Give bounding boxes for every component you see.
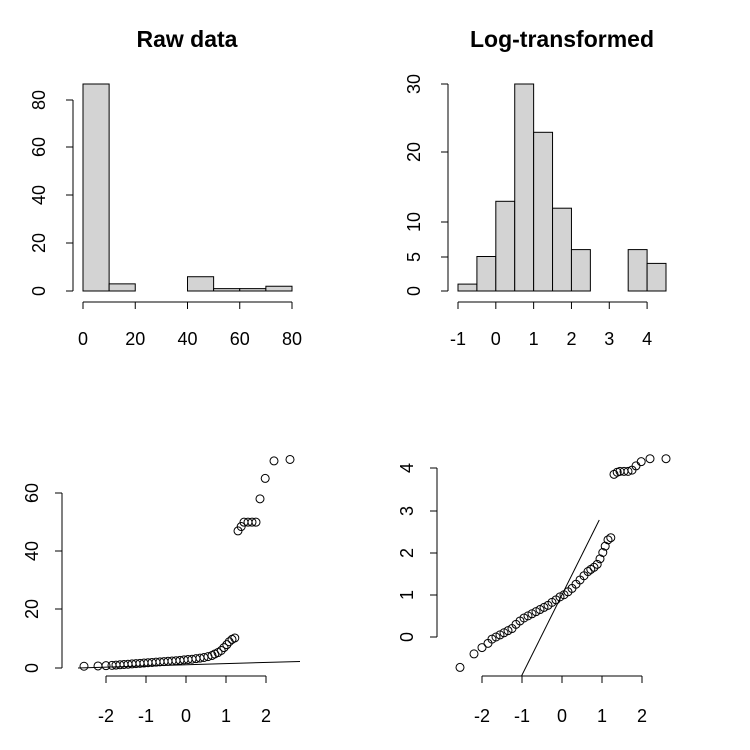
x-tick-label: 4 bbox=[642, 329, 652, 349]
y-tick-label: 2 bbox=[397, 548, 417, 558]
y-tick-label: 20 bbox=[22, 599, 42, 619]
qq-point bbox=[285, 454, 295, 464]
histogram-bar bbox=[187, 276, 215, 292]
x-tick-label: 2 bbox=[261, 706, 271, 726]
y-tick-label: 4 bbox=[397, 463, 417, 473]
qq-point bbox=[269, 456, 279, 466]
qq-point bbox=[247, 517, 257, 527]
x-tick-label: -1 bbox=[514, 706, 530, 726]
y-tick-label: 20 bbox=[29, 233, 49, 253]
y-tick-label: 60 bbox=[22, 483, 42, 503]
x-tick-label: 2 bbox=[566, 329, 576, 349]
qq-point bbox=[251, 517, 261, 527]
qq-point bbox=[469, 649, 479, 659]
qq-point bbox=[230, 633, 240, 643]
x-tick-label: 80 bbox=[282, 329, 302, 349]
qq-point bbox=[600, 541, 610, 551]
panel-log-histogram: Log-transformed -1 0 1 2 3 4 0 5 10 20 30 bbox=[404, 26, 667, 349]
panel-raw-histogram: Raw data 0 20 40 60 80 0 20 40 60 80 bbox=[29, 26, 302, 349]
histogram-bar bbox=[570, 249, 591, 292]
qq-point bbox=[216, 646, 226, 655]
histogram-bar bbox=[213, 288, 241, 292]
x-tick-label: 60 bbox=[230, 329, 250, 349]
qq-reference-line bbox=[521, 519, 600, 677]
histogram-bar bbox=[514, 83, 535, 292]
histogram-bar bbox=[646, 262, 667, 292]
y-tick-label: 0 bbox=[404, 286, 424, 296]
histogram-bar bbox=[552, 207, 572, 292]
x-tick-label: -2 bbox=[98, 706, 114, 726]
qq-point bbox=[79, 661, 89, 671]
qq-point bbox=[255, 494, 265, 504]
qq-point bbox=[260, 473, 270, 483]
qq-point bbox=[636, 457, 646, 467]
x-tick-label: 0 bbox=[78, 329, 88, 349]
histogram-bar bbox=[82, 83, 110, 292]
x-tick-label: 20 bbox=[125, 329, 145, 349]
y-tick-label: 10 bbox=[404, 212, 424, 232]
x-tick-label: -1 bbox=[450, 329, 466, 349]
y-tick-label: 80 bbox=[29, 90, 49, 110]
histogram-bar bbox=[533, 131, 554, 292]
qq-point bbox=[455, 662, 465, 672]
qq-point bbox=[623, 466, 633, 476]
y-tick-label: 0 bbox=[22, 663, 42, 673]
qq-point bbox=[598, 548, 608, 557]
qq-point bbox=[603, 535, 613, 545]
histogram-bar bbox=[239, 288, 267, 292]
y-tick-label: 40 bbox=[22, 541, 42, 561]
y-tick-label: 60 bbox=[29, 137, 49, 157]
chart-title: Raw data bbox=[137, 26, 238, 52]
x-tick-label: -1 bbox=[138, 706, 154, 726]
histogram-bar bbox=[457, 283, 478, 292]
qq-point bbox=[645, 454, 655, 464]
x-tick-label: -2 bbox=[474, 706, 490, 726]
qq-point bbox=[93, 661, 103, 671]
qq-point bbox=[583, 567, 593, 577]
qq-point bbox=[589, 562, 599, 572]
x-tick-label: 3 bbox=[604, 329, 614, 349]
y-tick-label: 1 bbox=[397, 590, 417, 600]
y-tick-label: 5 bbox=[404, 252, 424, 262]
x-tick-label: 0 bbox=[491, 329, 501, 349]
qq-point bbox=[592, 559, 602, 569]
x-tick-label: 1 bbox=[597, 706, 607, 726]
x-tick-label: 1 bbox=[529, 329, 539, 349]
x-tick-label: 1 bbox=[221, 706, 231, 726]
y-tick-label: 3 bbox=[397, 506, 417, 516]
qq-point bbox=[661, 454, 671, 464]
histogram-bar bbox=[627, 249, 648, 292]
qq-point bbox=[219, 643, 229, 653]
x-tick-label: 0 bbox=[181, 706, 191, 726]
histogram-bar bbox=[476, 256, 497, 292]
qq-point bbox=[222, 640, 232, 650]
histogram-bar bbox=[265, 285, 293, 292]
qq-point bbox=[477, 643, 487, 653]
qq-point bbox=[236, 522, 246, 532]
x-tick-label: 0 bbox=[557, 706, 567, 726]
y-tick-label: 20 bbox=[404, 142, 424, 162]
y-tick-label: 0 bbox=[29, 286, 49, 296]
qq-point bbox=[606, 533, 616, 543]
histogram-bar bbox=[108, 283, 136, 292]
qq-reference-line bbox=[77, 660, 301, 669]
qq-point bbox=[595, 554, 605, 564]
histogram-bar bbox=[495, 200, 516, 292]
y-tick-label: 0 bbox=[397, 632, 417, 642]
qq-point bbox=[101, 661, 111, 671]
x-tick-label: 40 bbox=[177, 329, 197, 349]
panel-log-qq-plot: -2 -1 0 1 2 0 1 2 3 4 bbox=[397, 454, 671, 726]
y-tick-label: 30 bbox=[404, 74, 424, 94]
chart-title: Log-transformed bbox=[470, 26, 654, 52]
x-tick-label: 2 bbox=[637, 706, 647, 726]
y-tick-label: 40 bbox=[29, 185, 49, 205]
